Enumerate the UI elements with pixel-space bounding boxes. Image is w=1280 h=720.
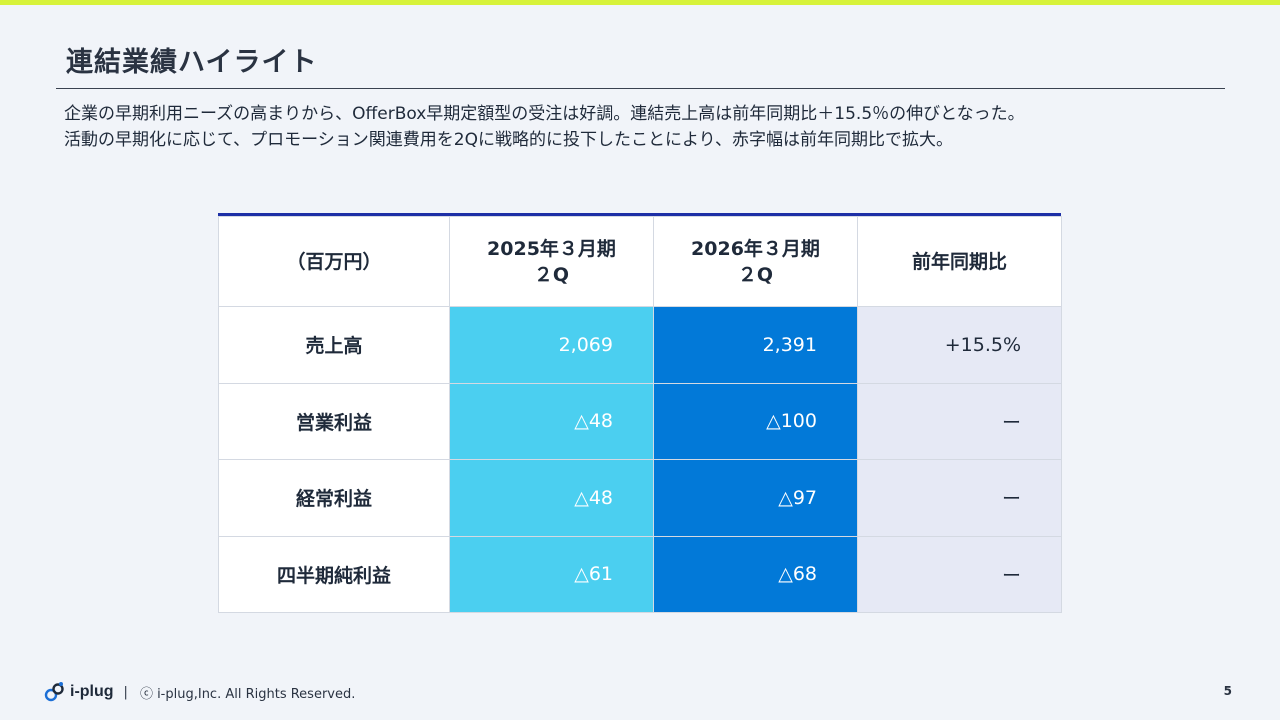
logo-text: i-plug	[70, 683, 114, 700]
table-header-row: （百万円） 2025年３月期 ２Q 2026年３月期 ２Q 前年同期比	[218, 216, 1062, 307]
copyright-text: ⓒ i-plug,Inc. All Rights Reserved.	[139, 686, 356, 702]
cell-fy2025-ordinary-income: △48	[449, 459, 654, 537]
header-yoy: 前年同期比	[857, 216, 1062, 307]
cell-yoy-operating-income: ー	[857, 382, 1062, 460]
results-table: （百万円） 2025年３月期 ２Q 2026年３月期 ２Q 前年同期比 売上高 …	[218, 216, 1062, 613]
row-label-revenue: 売上高	[218, 306, 450, 384]
header-fy2025: 2025年３月期 ２Q	[449, 216, 654, 307]
page-title: 連結業績ハイライト	[66, 47, 318, 78]
title-divider	[56, 88, 1225, 89]
table-row: 営業利益 △48 △100 ー	[218, 382, 1062, 460]
results-table-container: （百万円） 2025年３月期 ２Q 2026年３月期 ２Q 前年同期比 売上高 …	[218, 213, 1062, 613]
header-fy2025-line2: ２Q	[533, 263, 570, 286]
table-row: 経常利益 △48 △97 ー	[218, 459, 1062, 537]
header-fy2026: 2026年３月期 ２Q	[653, 216, 858, 307]
cell-fy2026-revenue: 2,391	[653, 306, 858, 384]
cell-yoy-revenue: +15.5%	[857, 306, 1062, 384]
header-fy2026-line2: ２Q	[737, 263, 774, 286]
cell-fy2026-operating-income: △100	[653, 382, 858, 460]
header-unit: （百万円）	[218, 216, 450, 307]
cell-fy2025-net-income: △61	[449, 535, 654, 613]
summary-text: 企業の早期利用ニーズの高まりから、OfferBox早期定額型の受注は好調。連結売…	[64, 101, 1244, 153]
cell-fy2025-revenue: 2,069	[449, 306, 654, 384]
row-label-ordinary-income: 経常利益	[218, 459, 450, 537]
cell-fy2026-ordinary-income: △97	[653, 459, 858, 537]
footer: i-plug | ⓒ i-plug,Inc. All Rights Reserv…	[44, 680, 355, 704]
summary-line-1: 企業の早期利用ニーズの高まりから、OfferBox早期定額型の受注は好調。連結売…	[64, 104, 1025, 124]
cell-yoy-net-income: ー	[857, 535, 1062, 613]
table-row: 四半期純利益 △61 △68 ー	[218, 535, 1062, 613]
table-row: 売上高 2,069 2,391 +15.5%	[218, 306, 1062, 384]
i-plug-logo-icon	[44, 682, 64, 702]
row-label-net-income: 四半期純利益	[218, 535, 450, 613]
company-logo: i-plug	[44, 681, 114, 703]
footer-separator: |	[123, 684, 128, 700]
summary-line-2: 活動の早期化に応じて、プロモーション関連費用を2Qに戦略的に投下したことにより、…	[64, 130, 953, 150]
page-number: 5	[1223, 684, 1232, 698]
cell-fy2025-operating-income: △48	[449, 382, 654, 460]
top-accent-bar	[0, 0, 1280, 5]
cell-yoy-ordinary-income: ー	[857, 459, 1062, 537]
cell-fy2026-net-income: △68	[653, 535, 858, 613]
header-fy2025-line1: 2025年３月期	[487, 237, 616, 260]
row-label-operating-income: 営業利益	[218, 382, 450, 460]
header-fy2026-line1: 2026年３月期	[691, 237, 820, 260]
